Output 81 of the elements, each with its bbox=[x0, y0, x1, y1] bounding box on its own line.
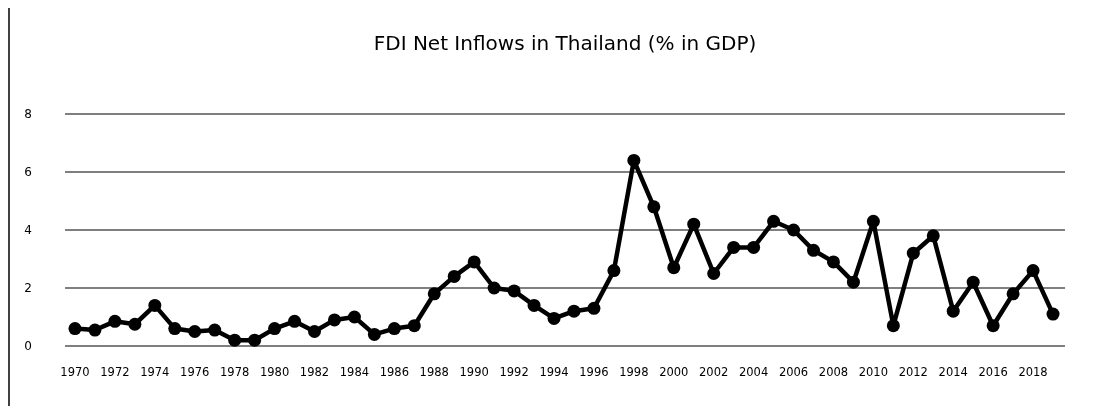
x-tick-label: 2004 bbox=[738, 365, 769, 379]
point bbox=[487, 281, 501, 295]
x-tick-label: 1998 bbox=[619, 365, 649, 379]
x-tick-label: 2016 bbox=[978, 365, 1008, 379]
x-tick-label: 2010 bbox=[858, 365, 889, 379]
point bbox=[467, 255, 481, 269]
point bbox=[228, 333, 242, 347]
point bbox=[168, 322, 182, 336]
x-tick-label: 1972 bbox=[100, 365, 130, 379]
y-tick-label: 4 bbox=[24, 223, 32, 238]
point bbox=[986, 319, 1000, 333]
point bbox=[1046, 307, 1060, 321]
point bbox=[747, 240, 761, 254]
point bbox=[866, 214, 880, 228]
x-tick-label: 2000 bbox=[659, 365, 689, 379]
x-tick-label: 1980 bbox=[259, 365, 290, 379]
x-tick-label: 1970 bbox=[60, 365, 90, 379]
point bbox=[667, 261, 681, 275]
x-tick-label: 1984 bbox=[339, 365, 370, 379]
x-tick-label: 2002 bbox=[699, 365, 729, 379]
point bbox=[886, 319, 900, 333]
x-tick-label: 1974 bbox=[140, 365, 170, 379]
point bbox=[188, 325, 202, 338]
x-tick-label: 2012 bbox=[898, 365, 928, 379]
point bbox=[148, 298, 162, 312]
point bbox=[846, 275, 860, 289]
point bbox=[527, 298, 541, 312]
point bbox=[268, 322, 282, 336]
point bbox=[208, 323, 222, 337]
point bbox=[687, 217, 701, 231]
chart-title: FDI Net Inflows in Thailand (% in GDP) bbox=[373, 31, 757, 55]
point bbox=[288, 314, 302, 328]
point bbox=[68, 322, 82, 336]
point bbox=[567, 304, 581, 318]
point bbox=[767, 214, 781, 228]
point bbox=[647, 200, 661, 214]
point bbox=[926, 229, 940, 243]
point bbox=[308, 325, 321, 338]
x-tick-label: 1978 bbox=[220, 365, 250, 379]
x-tick-label: 2014 bbox=[938, 365, 968, 379]
point bbox=[1026, 264, 1040, 278]
x-tick-label: 1988 bbox=[419, 365, 449, 379]
point bbox=[906, 246, 920, 260]
point bbox=[347, 310, 361, 324]
x-tick-label: 1994 bbox=[539, 365, 569, 379]
x-tick-label: 2006 bbox=[778, 365, 809, 379]
point bbox=[607, 264, 621, 278]
point bbox=[327, 313, 341, 327]
point bbox=[407, 319, 421, 333]
point bbox=[88, 323, 102, 337]
point bbox=[587, 301, 601, 315]
point bbox=[547, 311, 561, 325]
point bbox=[966, 275, 980, 289]
x-tick-label: 2008 bbox=[818, 365, 849, 379]
point bbox=[128, 317, 142, 331]
point bbox=[707, 267, 721, 280]
point bbox=[387, 322, 401, 336]
point bbox=[367, 327, 381, 341]
point bbox=[727, 240, 741, 254]
x-tick-label: 1992 bbox=[499, 365, 529, 379]
point bbox=[447, 269, 461, 283]
x-tick-label: 1990 bbox=[459, 365, 489, 379]
x-tick-label: 1986 bbox=[379, 365, 409, 379]
point bbox=[248, 333, 262, 347]
point bbox=[787, 223, 801, 237]
point bbox=[946, 304, 960, 318]
x-tick-label: 1976 bbox=[180, 365, 210, 379]
point bbox=[108, 314, 122, 328]
point bbox=[507, 284, 521, 298]
y-tick-label: 0 bbox=[24, 339, 32, 354]
x-tick-label: 2018 bbox=[1018, 365, 1048, 379]
point bbox=[826, 255, 840, 269]
y-tick-label: 2 bbox=[24, 281, 32, 296]
point bbox=[427, 287, 441, 301]
point bbox=[1006, 287, 1020, 301]
y-tick-label: 8 bbox=[24, 107, 32, 122]
point bbox=[807, 243, 820, 257]
x-tick-label: 1982 bbox=[299, 365, 330, 379]
point bbox=[627, 153, 641, 167]
x-tick-label: 1996 bbox=[579, 365, 609, 379]
y-tick-label: 6 bbox=[24, 165, 32, 180]
